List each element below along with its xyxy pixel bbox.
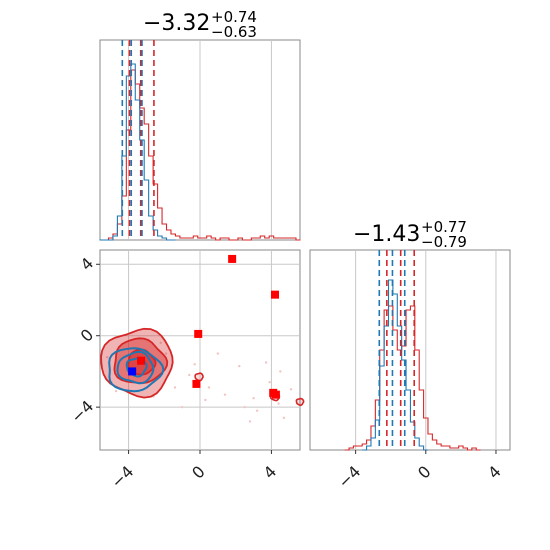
title-top-median: −3.32: [143, 11, 210, 36]
red-point-0: [228, 254, 237, 263]
noise-point-21: [277, 402, 280, 405]
title-right-median: −1.43: [353, 222, 420, 247]
noise-point-12: [282, 416, 286, 420]
y-tick-joint-label-1: 0: [77, 325, 98, 346]
joint-scatter-panel: −4 0 4 4 0 −4: [67, 249, 305, 492]
red-point-2: [194, 329, 203, 338]
y-tick-joint-label-2: −4: [67, 397, 97, 427]
noise-point-10: [268, 380, 271, 384]
noise-point-18: [216, 352, 220, 355]
noise-point-3: [188, 373, 191, 377]
grid-right: [355, 250, 497, 450]
blue-contour-middle: [116, 350, 155, 385]
x-tick-right-label-0: −4: [334, 462, 364, 492]
right-hist-series-1: [362, 279, 428, 451]
noise-point-22: [193, 363, 196, 366]
red-outlier-contour-1: [194, 372, 204, 382]
points-joint: [128, 254, 280, 399]
noise-points: [105, 341, 293, 423]
x-tick-joint-label-2: 4: [260, 462, 281, 483]
red-point-4: [192, 379, 201, 388]
grid-top: [128, 40, 272, 240]
noise-point-0: [105, 355, 109, 359]
y-tick-joint-label-0: 4: [77, 254, 98, 275]
x-tick-right-label-1: 0: [414, 462, 435, 483]
top-hist-series-1: [99, 63, 176, 241]
noise-point-8: [264, 361, 268, 364]
blue-contour-outer: [108, 347, 165, 393]
noise-point-16: [114, 389, 118, 393]
quantile-lines-top: [121, 40, 155, 240]
noise-point-2: [173, 386, 177, 389]
x-tick-joint-label-0: −4: [107, 462, 137, 492]
noise-point-13: [204, 398, 207, 402]
noise-point-14: [180, 405, 184, 409]
blue-point-0: [128, 367, 137, 376]
marginal-histogram-right: −4 0 4 −1.43 +0.77 −0.79: [309, 218, 511, 492]
noise-point-19: [164, 352, 168, 355]
noise-point-9: [279, 370, 282, 373]
marginal-histogram-top: −3.32 +0.74 −0.63: [99, 8, 301, 241]
red-outlier-contour-2: [295, 397, 305, 406]
noise-point-5: [223, 393, 227, 396]
title-top-plus: +0.74: [211, 8, 257, 26]
histograms-right: [344, 279, 481, 451]
title-top: −3.32: [143, 11, 210, 36]
noise-point-17: [238, 364, 241, 368]
red-point-1: [271, 290, 279, 299]
title-right-minus: −0.79: [421, 233, 467, 251]
x-ticks-joint: −4 0 4: [107, 450, 280, 492]
title-right: −1.43: [353, 222, 420, 247]
x-tick-right-label-2: 4: [484, 462, 505, 483]
red-point-3: [137, 356, 146, 365]
y-ticks-joint: 4 0 −4: [67, 254, 100, 427]
title-top-minus: −0.63: [211, 23, 257, 41]
noise-point-11: [289, 388, 293, 391]
quantile-lines-right: [378, 250, 416, 450]
x-ticks-right: −4 0 4: [334, 450, 505, 492]
noise-point-7: [255, 409, 259, 412]
noise-point-20: [252, 397, 255, 400]
noise-point-6: [248, 420, 252, 423]
red-point-6: [271, 390, 280, 399]
grid-joint: [100, 250, 300, 450]
noise-point-23: [243, 405, 246, 409]
right-hist-series-0: [344, 305, 481, 451]
x-tick-joint-label-1: 0: [188, 462, 209, 483]
noise-point-1: [159, 341, 162, 345]
title-right-plus: +0.77: [421, 218, 467, 236]
noise-point-4: [207, 386, 211, 389]
